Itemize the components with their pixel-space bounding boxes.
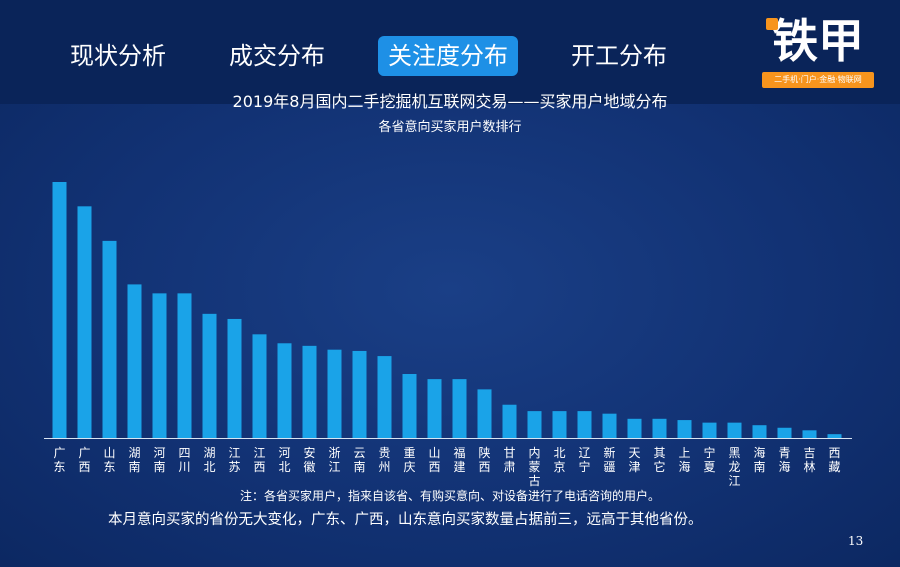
bar-12 bbox=[352, 350, 367, 438]
bar-4 bbox=[152, 293, 167, 438]
x-tick-label: 甘肃 bbox=[503, 446, 515, 474]
bar-14 bbox=[402, 374, 417, 438]
bar-24 bbox=[652, 418, 667, 438]
x-tick-label: 吉林 bbox=[803, 446, 815, 474]
x-tick-label: 天津 bbox=[628, 446, 640, 474]
x-tick-label: 山西 bbox=[428, 446, 440, 474]
tab-status-analysis[interactable]: 现状分析 bbox=[70, 42, 166, 70]
bar-6 bbox=[202, 313, 217, 438]
bar-26 bbox=[702, 422, 717, 438]
x-tick-label: 河南 bbox=[153, 446, 165, 474]
x-tick-label: 其它 bbox=[653, 446, 665, 474]
page-number: 13 bbox=[848, 534, 864, 548]
summary-text: 本月意向买家的省份无大变化，广东、广西，山东意向买家数量占据前三，远高于其他省份… bbox=[108, 512, 703, 528]
bar-11 bbox=[327, 349, 342, 438]
bar-22 bbox=[602, 413, 617, 438]
x-tick-label: 新疆 bbox=[603, 445, 615, 474]
bar-30 bbox=[802, 430, 817, 438]
bar-7 bbox=[227, 318, 242, 438]
tab-operation-distribution[interactable]: 开工分布 bbox=[571, 42, 667, 70]
bar-5 bbox=[177, 293, 192, 438]
section-tabs: 现状分析 成交分布 关注度分布 开工分布 bbox=[0, 0, 740, 100]
bar-0 bbox=[52, 182, 67, 438]
x-tick-label: 云南 bbox=[353, 446, 365, 474]
chart-subtitle: 各省意向买家用户数排行 bbox=[378, 120, 522, 135]
bar-19 bbox=[527, 411, 542, 438]
x-tick-label: 江西 bbox=[253, 446, 265, 474]
tab-attention-distribution[interactable]: 关注度分布 bbox=[378, 36, 518, 76]
bar-8 bbox=[252, 334, 267, 438]
chart-footnote: 注：各省买家用户，指来自该省、有购买意向、对设备进行了电话咨询的用户。 bbox=[239, 489, 660, 503]
bar-10 bbox=[302, 345, 317, 438]
bar-18 bbox=[502, 404, 517, 438]
bar-1 bbox=[77, 206, 92, 438]
bar-28 bbox=[752, 425, 767, 438]
x-tick-label: 福建 bbox=[453, 445, 465, 474]
bar-17 bbox=[477, 389, 492, 438]
x-tick-label: 四川 bbox=[178, 446, 190, 474]
x-tick-label: 广东 bbox=[53, 446, 65, 474]
x-tick-label: 江苏 bbox=[228, 446, 240, 474]
x-tick-label: 湖北 bbox=[203, 445, 215, 474]
bar-chart: 广东广西山东湖南河南四川湖北江苏江西河北安徽浙江云南贵州重庆山西福建陕西甘肃内蒙… bbox=[44, 182, 852, 488]
x-tick-label: 青海 bbox=[778, 446, 790, 474]
x-tick-label: 西藏 bbox=[828, 446, 840, 474]
bar-23 bbox=[627, 418, 642, 438]
bar-29 bbox=[777, 427, 792, 438]
bar-25 bbox=[677, 420, 692, 438]
x-tick-label: 浙江 bbox=[328, 446, 340, 474]
x-tick-label: 宁夏 bbox=[703, 445, 715, 474]
x-tick-label: 陕西 bbox=[478, 445, 490, 474]
x-tick-label: 海南 bbox=[753, 445, 765, 474]
tab-deal-distribution[interactable]: 成交分布 bbox=[229, 42, 325, 70]
logo-text: 铁甲 bbox=[772, 14, 864, 68]
logo-tagline: 二手机·门户·金融·物联网 bbox=[762, 72, 874, 88]
x-tick-label: 安徽 bbox=[303, 445, 315, 474]
bar-27 bbox=[727, 422, 742, 438]
bar-9 bbox=[277, 343, 292, 438]
bar-2 bbox=[102, 240, 117, 438]
x-tick-label: 黑龙江 bbox=[728, 446, 740, 488]
x-tick-label: 贵州 bbox=[378, 446, 390, 474]
bar-3 bbox=[127, 284, 142, 438]
chart-title: 2019年8月国内二手挖掘机互联网交易——买家用户地域分布 bbox=[232, 92, 668, 111]
x-tick-label: 内蒙古 bbox=[528, 446, 540, 488]
bar-16 bbox=[452, 379, 467, 438]
logo-accent-dot bbox=[766, 18, 778, 30]
bar-31 bbox=[827, 434, 842, 438]
bar-13 bbox=[377, 356, 392, 438]
x-tick-label: 湖南 bbox=[128, 445, 140, 474]
bar-20 bbox=[552, 411, 567, 438]
brand-logo: 铁甲 二手机·门户·金融·物联网 bbox=[762, 12, 874, 90]
bar-15 bbox=[427, 379, 442, 438]
content-background bbox=[0, 104, 900, 567]
x-tick-label: 河北 bbox=[278, 446, 290, 474]
x-tick-label: 辽宁 bbox=[578, 446, 590, 474]
bar-21 bbox=[577, 411, 592, 438]
x-tick-label: 广西 bbox=[78, 446, 90, 474]
x-tick-label: 重庆 bbox=[403, 446, 415, 474]
x-tick-label: 山东 bbox=[103, 446, 115, 474]
x-tick-label: 上海 bbox=[678, 446, 690, 474]
x-tick-label: 北京 bbox=[553, 446, 565, 474]
